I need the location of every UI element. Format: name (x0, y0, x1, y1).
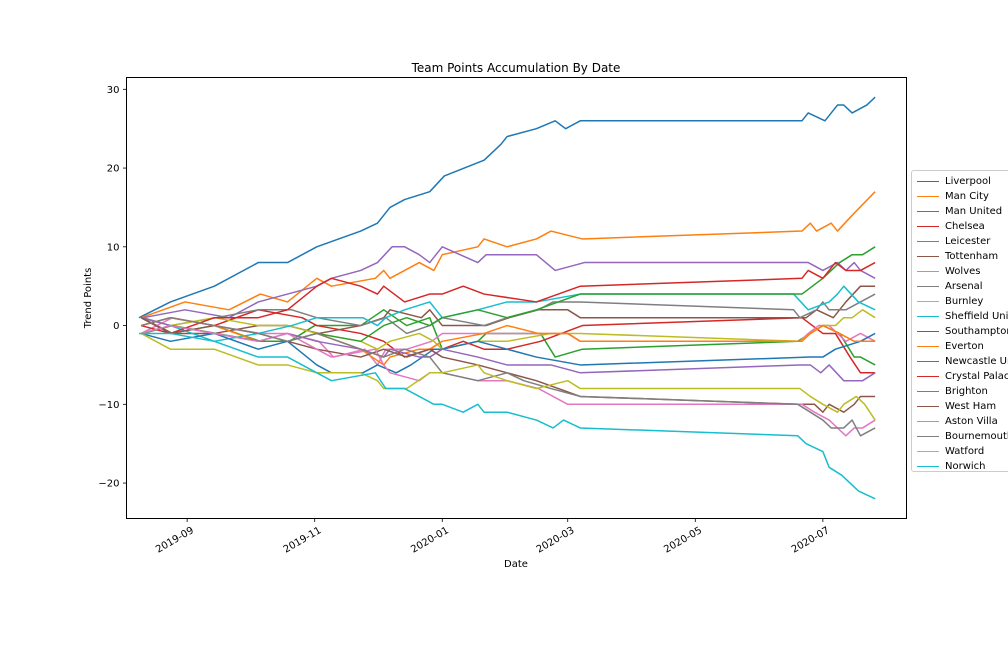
y-tick-label-5: 30 (107, 85, 120, 96)
legend-swatch (917, 361, 939, 362)
x-tick-label-0: 2019-09 (154, 525, 196, 555)
legend-label: Burnley (945, 296, 984, 307)
legend-item: Leicester (912, 234, 990, 249)
legend-item: Tottenham (912, 249, 998, 264)
legend-label: Brighton (945, 386, 988, 397)
y-axis-label: Trend Points (83, 268, 94, 330)
legend-swatch (917, 451, 939, 452)
legend-item: Bournemouth (912, 429, 1008, 444)
legend-label: Sheffield United (945, 311, 1008, 322)
legend-label: Chelsea (945, 221, 985, 232)
legend-swatch (917, 286, 939, 287)
legend-item: Burnley (912, 294, 983, 309)
chart-title: Team Points Accumulation By Date (411, 61, 621, 75)
y-axis-ticks: −20 −10 0 10 20 30 (98, 85, 127, 490)
legend-label: Wolves (945, 266, 981, 277)
plot-lines (138, 96, 876, 500)
legend-swatch (917, 271, 939, 272)
series-line-12 (143, 246, 876, 343)
legend-swatch (917, 316, 939, 317)
legend-item: Man City (912, 189, 989, 204)
y-tick-label-3: 10 (107, 242, 120, 253)
legend-label: Southampton (945, 326, 1008, 337)
legend-label: Crystal Palace (945, 371, 1008, 382)
legend-label: Norwich (945, 461, 986, 472)
series-line-18 (140, 332, 876, 421)
legend-swatch (917, 331, 939, 332)
legend-item: Norwich (912, 459, 986, 472)
series-line-1 (140, 191, 876, 319)
series-line-4 (143, 246, 876, 319)
y-tick-label-4: 20 (107, 164, 120, 175)
series-line-7 (143, 293, 876, 335)
series-line-17 (140, 316, 876, 437)
legend-item: Liverpool (912, 174, 991, 189)
legend-item: Southampton (912, 324, 1008, 339)
legend-swatch (917, 421, 939, 422)
legend-item: Brighton (912, 384, 988, 399)
legend-label: West Ham (945, 401, 997, 412)
legend-label: Everton (945, 341, 984, 352)
legend-swatch (917, 436, 939, 437)
legend-swatch (917, 256, 939, 257)
legend-item: Sheffield United (912, 309, 1008, 324)
x-axis-ticks: 2019-09 2019-11 2020-01 2020-03 2020-05 2020-… (154, 518, 832, 556)
x-tick-label-4: 2020-05 (662, 525, 704, 555)
series-line-8 (140, 309, 876, 350)
legend-swatch (917, 466, 939, 467)
legend-label: Leicester (945, 236, 991, 247)
legend-item: Chelsea (912, 219, 985, 234)
legend-swatch (917, 406, 939, 407)
legend-label: Tottenham (945, 251, 999, 262)
legend-label: Man United (945, 206, 1003, 217)
x-tick-label-3: 2020-03 (535, 525, 577, 555)
series-line-13 (140, 261, 876, 335)
legend-swatch (917, 391, 939, 392)
legend-swatch (917, 301, 939, 302)
legend-item: Everton (912, 339, 984, 354)
legend-item: Watford (912, 444, 984, 459)
y-tick-label-2: 0 (113, 321, 119, 332)
legend-swatch (917, 226, 939, 227)
legend-swatch (917, 376, 939, 377)
legend-label: Aston Villa (945, 416, 998, 427)
x-tick-label-5: 2020-07 (790, 525, 832, 555)
legend-item: Man United (912, 204, 1002, 219)
legend-label: Bournemouth (945, 431, 1008, 442)
series-line-19 (139, 332, 876, 500)
legend-item: Arsenal (912, 279, 983, 294)
x-tick-label-1: 2019-11 (282, 525, 324, 555)
legend-item: Wolves (912, 264, 980, 279)
x-axis-label: Date (504, 559, 528, 570)
legend-label: Watford (945, 446, 985, 457)
series-line-3 (140, 309, 876, 374)
legend-label: Man City (945, 191, 989, 202)
y-tick-label-1: −10 (98, 400, 119, 411)
y-tick-label-0: −20 (98, 479, 119, 490)
series-line-0 (138, 96, 876, 319)
legend-label: Liverpool (945, 176, 991, 187)
legend-swatch (917, 211, 939, 212)
legend: Liverpool Man City Man United Chelsea Leices… (911, 170, 1008, 472)
legend-label: Arsenal (945, 281, 983, 292)
legend-swatch (917, 346, 939, 347)
plot-frame (126, 77, 907, 519)
x-tick-label-2: 2020-01 (409, 525, 451, 555)
legend-swatch (917, 241, 939, 242)
legend-swatch (917, 196, 939, 197)
legend-item: West Ham (912, 399, 996, 414)
legend-item: Aston Villa (912, 414, 998, 429)
legend-item: Newcastle United (912, 354, 1008, 369)
legend-item: Crystal Palace (912, 369, 1008, 384)
legend-label: Newcastle United (945, 356, 1008, 367)
legend-swatch (917, 181, 939, 182)
